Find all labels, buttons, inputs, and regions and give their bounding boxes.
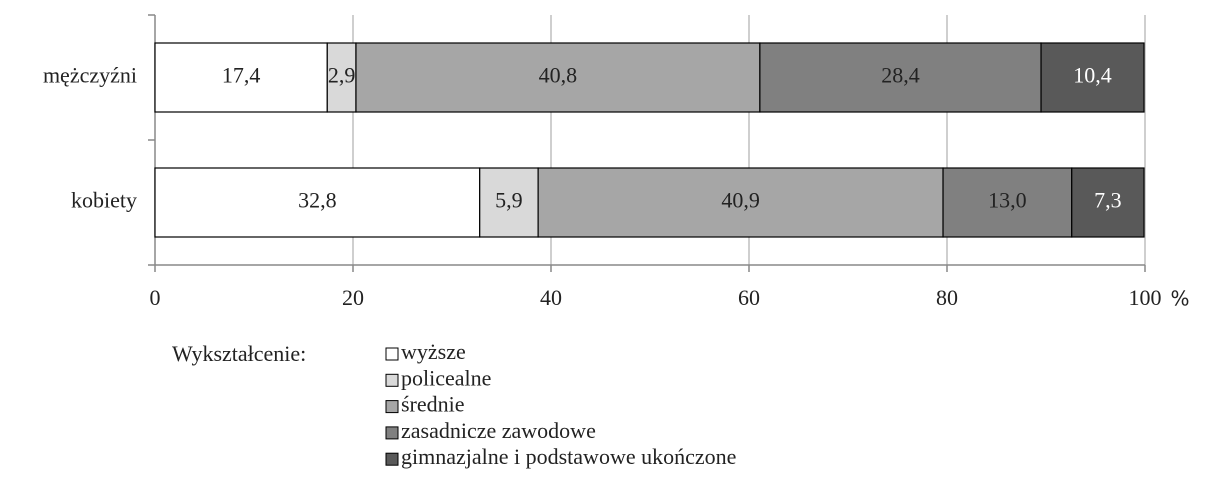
bar-segment	[942, 167, 1073, 238]
legend-label: gimnazjalne i podstawowe ukończone	[401, 444, 736, 469]
bar-segment	[1071, 167, 1145, 238]
legend-label: zasadnicze zawodowe	[401, 418, 596, 443]
data-label: 28,4	[881, 63, 920, 88]
x-tick-label: 60	[738, 285, 760, 310]
bar-segment	[154, 167, 481, 238]
x-axis-unit: %	[1170, 287, 1189, 311]
bar-segment	[759, 42, 1042, 113]
y-tick-label: kobiety	[71, 188, 137, 213]
legend-swatch	[385, 347, 399, 361]
data-label: 5,9	[495, 188, 523, 213]
legend-label: policealne	[401, 365, 491, 390]
legend-swatch	[385, 452, 399, 466]
bar-segment	[326, 42, 357, 113]
bar-segment	[479, 167, 539, 238]
x-tick-label: 0	[150, 285, 161, 310]
legend-label: wyższe	[401, 339, 466, 364]
bar-segment	[355, 42, 761, 113]
data-label: 10,4	[1073, 63, 1112, 88]
x-tick-label: 100	[1129, 285, 1162, 310]
bar-segment	[1040, 42, 1145, 113]
data-label: 32,8	[298, 188, 337, 213]
data-label: 2,9	[328, 63, 356, 88]
legend-title: Wykształcenie:	[172, 341, 306, 366]
data-label: 40,8	[539, 63, 578, 88]
legend-swatch	[385, 400, 399, 414]
legend-swatch	[385, 373, 399, 387]
data-label: 40,9	[721, 188, 760, 213]
data-label: 17,4	[222, 63, 261, 88]
x-tick-label: 20	[342, 285, 364, 310]
data-label: 13,0	[988, 188, 1027, 213]
bar-segment	[154, 42, 328, 113]
x-tick-label: 40	[540, 285, 562, 310]
legend-label: średnie	[401, 392, 465, 417]
bar-segment	[537, 167, 944, 238]
legend-swatch	[385, 426, 399, 440]
data-label: 7,3	[1094, 188, 1122, 213]
x-tick-label: 80	[936, 285, 958, 310]
y-tick-label: mężczyźni	[43, 63, 137, 88]
